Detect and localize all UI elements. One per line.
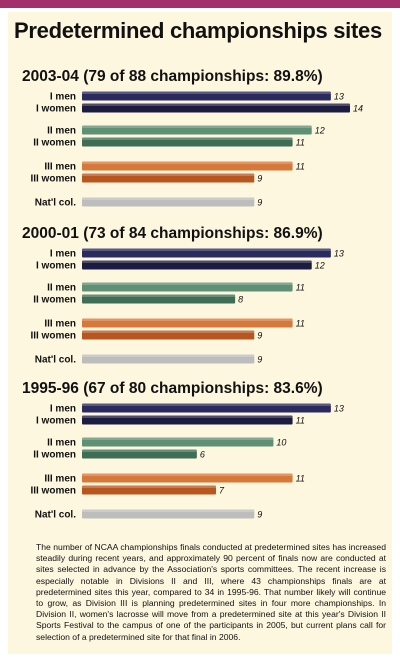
category-label: III men xyxy=(44,474,76,485)
data-label: 9 xyxy=(257,174,262,184)
bar xyxy=(82,485,216,495)
bar-highlight xyxy=(82,103,350,106)
category-label: III women xyxy=(30,331,76,342)
section-title-2003-04: 2003-04 (79 of 88 championships: 89.8%) xyxy=(22,68,323,85)
data-label: 11 xyxy=(296,474,305,484)
bar-highlight xyxy=(82,485,216,488)
category-label: I women xyxy=(36,104,76,115)
bar xyxy=(82,248,331,258)
bar xyxy=(82,125,312,135)
section-title-2000-01: 2000-01 (73 of 84 championships: 86.9%) xyxy=(22,225,323,242)
bar-highlight xyxy=(82,91,331,94)
data-label: 14 xyxy=(353,104,363,114)
bar-highlight xyxy=(82,161,293,164)
bar xyxy=(82,509,255,519)
bar xyxy=(82,260,312,270)
bar xyxy=(82,403,331,413)
data-label: 9 xyxy=(257,355,262,365)
data-label: 12 xyxy=(315,261,325,271)
data-label: 9 xyxy=(257,198,262,208)
bar xyxy=(82,282,293,292)
bar xyxy=(82,294,236,304)
bar xyxy=(82,161,293,171)
bar xyxy=(82,473,293,483)
category-label: II women xyxy=(33,295,76,306)
data-label: 8 xyxy=(238,295,243,305)
data-label: 9 xyxy=(257,510,262,520)
bar-highlight xyxy=(82,354,255,357)
category-label: III men xyxy=(44,319,76,330)
category-label: I men xyxy=(50,249,76,260)
bar-highlight xyxy=(82,403,331,406)
data-label: 11 xyxy=(296,138,305,148)
category-label: I men xyxy=(50,404,76,415)
data-label: 11 xyxy=(296,416,305,426)
category-label: II men xyxy=(47,126,76,137)
data-label: 9 xyxy=(257,331,262,341)
category-label: I men xyxy=(50,92,76,103)
bar-highlight xyxy=(82,509,255,512)
data-label: 13 xyxy=(334,249,344,259)
category-label: II women xyxy=(33,450,76,461)
bar xyxy=(82,437,274,447)
category-label: Nat'l col. xyxy=(35,198,76,209)
category-label: I women xyxy=(36,261,76,272)
bar-highlight xyxy=(82,197,255,200)
bar-highlight xyxy=(82,173,255,176)
data-label: 11 xyxy=(296,162,305,172)
category-label: Nat'l col. xyxy=(35,355,76,366)
top-accent-bar xyxy=(0,0,400,8)
bar-highlight xyxy=(82,137,293,140)
category-label: II men xyxy=(47,438,76,449)
category-label: III women xyxy=(30,486,76,497)
bar-highlight xyxy=(82,125,312,128)
bar xyxy=(82,103,350,113)
bar-highlight xyxy=(82,449,197,452)
bar-highlight xyxy=(82,248,331,251)
data-label: 10 xyxy=(276,438,286,448)
bar-highlight xyxy=(82,330,255,333)
category-label: I women xyxy=(36,416,76,427)
data-label: 12 xyxy=(315,126,325,136)
data-label: 13 xyxy=(334,404,344,414)
category-label: Nat'l col. xyxy=(35,510,76,521)
category-label: II men xyxy=(47,283,76,294)
bar xyxy=(82,449,197,459)
bar xyxy=(82,330,255,340)
category-label: III women xyxy=(30,174,76,185)
bar-highlight xyxy=(82,415,293,418)
bar-highlight xyxy=(82,473,293,476)
data-label: 13 xyxy=(334,92,344,102)
bar xyxy=(82,415,293,425)
data-label: 7 xyxy=(219,486,225,496)
bar xyxy=(82,137,293,147)
category-label: III men xyxy=(44,162,76,173)
bar-highlight xyxy=(82,318,293,321)
section-title-1995-96: 1995-96 (67 of 80 championships: 83.6%) xyxy=(22,380,323,397)
bar xyxy=(82,354,255,364)
bar xyxy=(82,318,293,328)
data-label: 11 xyxy=(296,319,305,329)
data-label: 11 xyxy=(296,283,305,293)
category-label: II women xyxy=(33,138,76,149)
data-label: 6 xyxy=(200,450,205,460)
bar xyxy=(82,91,331,101)
bar-highlight xyxy=(82,260,312,263)
bar-highlight xyxy=(82,437,274,440)
footnote-text: The number of NCAA championships finals … xyxy=(36,542,386,642)
bar-highlight xyxy=(82,294,236,297)
bar xyxy=(82,173,255,183)
bar xyxy=(82,197,255,207)
chart-title: Predetermined championships sites xyxy=(14,18,382,43)
bar-highlight xyxy=(82,282,293,285)
